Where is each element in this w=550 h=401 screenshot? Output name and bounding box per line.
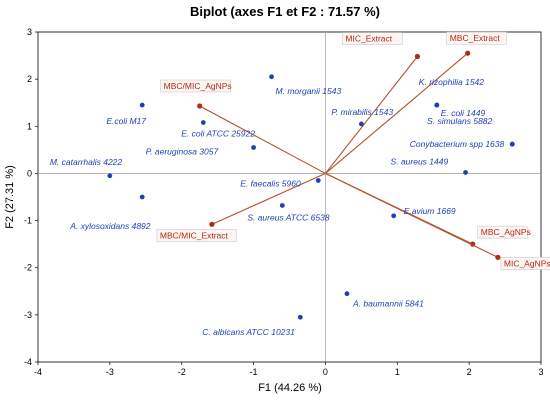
observation-point	[297, 314, 303, 320]
plot-border	[37, 31, 542, 363]
observation-point	[251, 145, 256, 150]
tick-labels: -4 -3 -2 -1 0 1 2 3 -4 -3 -2 -1 0 1 2 3	[24, 27, 544, 377]
variable-vectors	[197, 50, 501, 260]
observation-point	[509, 141, 515, 147]
variable-endpoint	[197, 103, 203, 109]
variable-label-box	[500, 257, 550, 270]
variable-label: MIC_AgNPs	[504, 258, 550, 268]
x-tick-label: -2	[178, 367, 186, 377]
variable-label-box	[477, 225, 529, 239]
variable-label-box	[160, 79, 231, 93]
observation-point	[434, 102, 440, 108]
observation-label: S. aureus ATCC 6538	[247, 212, 329, 222]
y-tick-label: -3	[24, 310, 32, 320]
y-tick-label: -1	[24, 216, 32, 226]
y-tick-label: -4	[24, 357, 32, 367]
observation-point	[107, 173, 113, 179]
observation-point	[315, 178, 321, 183]
y-tick-label: 1	[27, 121, 32, 131]
variable-label: MBC/MIC_Extract	[160, 230, 229, 240]
observation-point	[269, 74, 274, 80]
y-tick-label: -2	[24, 263, 32, 273]
observation-label: A. xylosoxidans 4892	[69, 221, 151, 231]
variable-label: MBC/MIC_AgNPs	[164, 81, 232, 91]
variable-endpoint	[414, 53, 421, 60]
variable-label-box	[342, 32, 403, 45]
observation-point	[358, 121, 364, 127]
observation-label: M. catarrhalis 4222	[50, 157, 123, 167]
observation-label: E.avium 1669	[404, 206, 456, 216]
x-tick-label: 1	[395, 367, 400, 377]
observation-label: S. simulans 5882	[427, 116, 492, 126]
chart-title: Biplot (axes F1 et F2 : 71.57 %)	[190, 4, 380, 19]
observation-label: S. aureus 1449	[391, 156, 449, 166]
observation-points	[107, 74, 515, 320]
y-tick-label: 3	[27, 27, 32, 37]
y-tick-label: 2	[27, 74, 32, 84]
x-tick-label: 0	[323, 367, 328, 377]
observation-point	[463, 170, 468, 175]
plot-frame	[37, 31, 542, 363]
observation-point	[139, 102, 145, 108]
observation-label: A. baumannii 5841	[352, 299, 424, 309]
observation-point	[139, 194, 145, 200]
observation-label: P. aeruginosa 3057	[146, 147, 219, 157]
observation-point	[279, 203, 285, 208]
observation-point	[344, 291, 350, 297]
observation-label: P. mirabilis 1543	[331, 107, 393, 117]
variable-endpoint	[465, 50, 471, 56]
observation-label: E. coli ATCC 25922	[181, 129, 255, 139]
observation-label: K. rizophilia 1542	[419, 77, 484, 87]
variable-label: MBC_AgNPs	[481, 227, 531, 237]
observation-label: M. morganii 1543	[276, 86, 342, 96]
y-tick-label: 0	[27, 168, 32, 178]
variable-vector	[325, 172, 499, 258]
variable-vector	[325, 52, 469, 174]
x-axis-label: F1 (44.26 %)	[258, 382, 322, 394]
variable-label: MBC_Extract	[450, 33, 501, 43]
x-tick-label: -1	[250, 367, 258, 377]
observation-label: E.coli M17	[106, 116, 146, 126]
observation-label: Conybacterium spp 1638	[410, 139, 505, 149]
observation-label: E. coli 1449	[441, 108, 486, 118]
y-axis-label: F2 (27.31 %)	[4, 165, 16, 229]
x-tick-label: -4	[34, 367, 42, 377]
observation-point	[391, 213, 397, 219]
variable-label: MIC_Extract	[345, 34, 392, 44]
variable-label-box	[156, 229, 237, 242]
variable-label-box	[446, 31, 507, 45]
observation-label: C. albicans ATCC 10231	[202, 327, 295, 337]
variable-endpoint	[209, 221, 215, 227]
observation-label: E. faecalis 5960	[240, 179, 301, 189]
observation-point	[200, 120, 206, 125]
point-labels: MIC_Extract MBC_Extract MBC/MIC_AgNPs MBC/M…	[50, 31, 550, 337]
variable-endpoint	[495, 254, 501, 260]
x-tick-label: -3	[106, 367, 114, 377]
variable-vector	[211, 172, 326, 225]
variable-vector	[324, 56, 418, 174]
variable-vector	[199, 105, 326, 174]
x-tick-label: 3	[538, 367, 543, 377]
x-tick-label: 2	[467, 367, 472, 377]
